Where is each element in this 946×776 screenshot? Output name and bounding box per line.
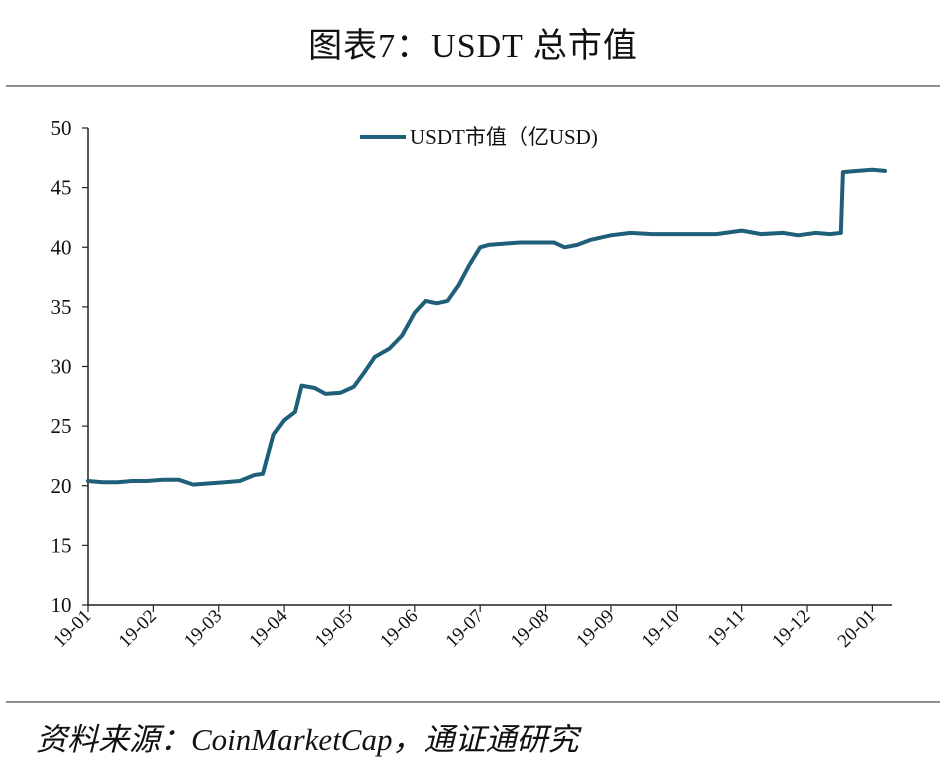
y-tick-label: 30 xyxy=(51,355,72,379)
y-tick-label: 35 xyxy=(51,295,72,319)
y-tick-label: 20 xyxy=(51,474,72,498)
y-tick-label: 25 xyxy=(51,414,72,438)
y-tick-label: 45 xyxy=(51,176,72,200)
y-tick-label: 10 xyxy=(51,593,72,617)
x-tick-label: 20-01 xyxy=(834,606,880,652)
header-divider xyxy=(6,85,940,87)
x-tick-label: 19-09 xyxy=(572,606,618,652)
y-tick-label: 50 xyxy=(51,116,72,140)
y-tick-label: 15 xyxy=(51,533,72,557)
x-tick-label: 19-04 xyxy=(245,605,292,652)
legend-label: USDT市值（亿USD) xyxy=(410,125,598,149)
y-tick-label: 40 xyxy=(51,235,72,259)
x-tick-label: 19-02 xyxy=(115,606,161,652)
x-tick-label: 19-05 xyxy=(311,606,357,652)
x-tick-label: 19-08 xyxy=(507,606,553,652)
source-note: 资料来源：CoinMarketCap，通证通研究 xyxy=(36,722,579,757)
x-tick-label: 19-06 xyxy=(376,606,422,652)
x-tick-label: 19-07 xyxy=(442,606,488,652)
page-title: 图表7：USDT 总市值 xyxy=(308,28,638,65)
x-tick-label: 19-03 xyxy=(180,606,226,652)
x-tick-label: 19-12 xyxy=(768,606,814,652)
footer-divider xyxy=(6,701,940,703)
x-tick-label: 19-11 xyxy=(703,606,749,652)
series-line xyxy=(86,167,887,487)
x-tick-label: 19-10 xyxy=(638,606,684,652)
